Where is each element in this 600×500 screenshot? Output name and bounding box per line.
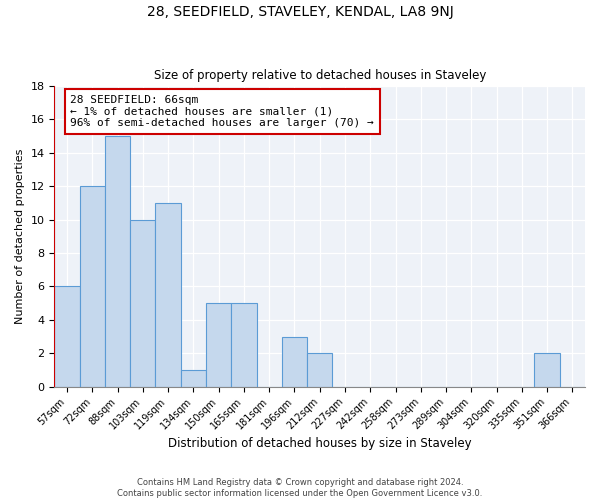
Text: Contains HM Land Registry data © Crown copyright and database right 2024.
Contai: Contains HM Land Registry data © Crown c… [118,478,482,498]
Bar [55,286,80,386]
Title: Size of property relative to detached houses in Staveley: Size of property relative to detached ho… [154,69,486,82]
Bar [181,370,206,386]
Text: 28 SEEDFIELD: 66sqm
← 1% of detached houses are smaller (1)
96% of semi-detached: 28 SEEDFIELD: 66sqm ← 1% of detached hou… [70,95,374,128]
Bar [130,220,155,386]
Bar [307,354,332,386]
Y-axis label: Number of detached properties: Number of detached properties [15,148,25,324]
Bar [80,186,105,386]
Bar [535,354,560,386]
Text: 28, SEEDFIELD, STAVELEY, KENDAL, LA8 9NJ: 28, SEEDFIELD, STAVELEY, KENDAL, LA8 9NJ [146,5,454,19]
Bar [206,303,231,386]
X-axis label: Distribution of detached houses by size in Staveley: Distribution of detached houses by size … [168,437,472,450]
Bar [282,336,307,386]
Bar [155,203,181,386]
Bar [231,303,257,386]
Bar [105,136,130,386]
